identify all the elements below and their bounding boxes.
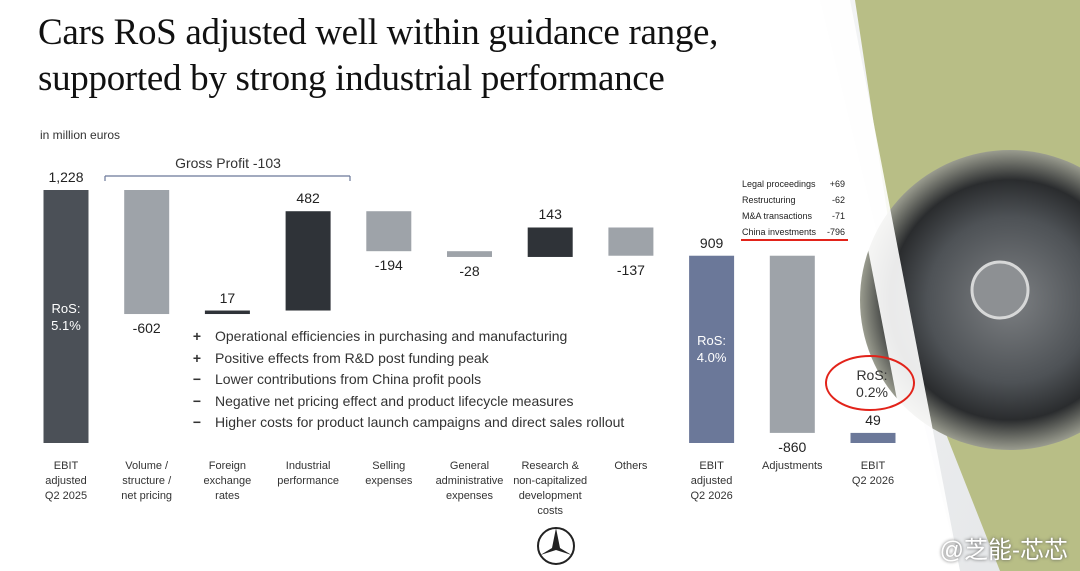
bar	[366, 211, 412, 252]
value-label: -137	[616, 261, 645, 278]
bar	[689, 255, 735, 443]
adjustment-label: China investments	[742, 227, 817, 237]
adjustment-label: Legal proceedings	[742, 179, 816, 189]
bullet-text: Negative net pricing effect and product …	[215, 392, 574, 409]
x-tick-label: Adjustments	[762, 460, 823, 472]
logo	[537, 527, 575, 565]
callout-ring	[825, 355, 915, 411]
x-tick-label: Others	[614, 460, 648, 472]
adjustment-value: -796	[826, 227, 845, 237]
value-label: 143	[538, 206, 562, 223]
adjustment-value: -71	[831, 211, 845, 221]
bar	[285, 211, 331, 311]
callout-text: RoS: 0.2%	[856, 367, 888, 400]
bullet-text: Positive effects from R&D post funding p…	[215, 349, 489, 366]
x-tick-label: EBIT adjusted Q2 2025	[44, 460, 88, 502]
bullet-sign: −	[192, 371, 202, 387]
bracket	[104, 175, 351, 181]
bar	[204, 310, 250, 315]
bullet-text: Higher costs for product launch campaign…	[215, 414, 625, 430]
x-tick-label: Research & non-capitalized development c…	[513, 460, 588, 517]
value-label: -602	[132, 320, 161, 337]
adjustment-value: -62	[831, 195, 845, 205]
bullet-sign: −	[192, 392, 202, 409]
value-label: 482	[296, 190, 320, 207]
value-label: -194	[374, 257, 403, 274]
unit-label: in million euros	[40, 128, 121, 142]
adjustment-label: Restructuring	[742, 195, 796, 205]
bar	[124, 190, 170, 315]
x-tick-label: Foreign exchange rates	[203, 460, 252, 502]
bar	[769, 255, 815, 433]
x-tick-label: EBIT Q2 2026	[851, 460, 895, 487]
bar	[608, 227, 654, 256]
adjustment-label: M&A transactions	[742, 211, 813, 221]
bar	[43, 190, 89, 443]
divider	[820, 0, 960, 571]
value-label: 17	[219, 289, 236, 306]
x-tick-label: Selling expenses	[365, 460, 413, 487]
x-tick-label: Volume / structure / net pricing	[121, 460, 173, 502]
bullet-text: Lower contributions from China profit po…	[215, 371, 482, 387]
wheel-hub	[970, 260, 1030, 320]
bar	[527, 227, 573, 257]
bar	[447, 251, 492, 257]
bracket-label: Gross Profit -103	[175, 155, 281, 171]
bar-annotation: RoS: 5.1%	[51, 300, 81, 333]
bullet-text: Operational efficiencies in purchasing a…	[215, 328, 568, 344]
bar	[850, 432, 896, 443]
bullet-sign: −	[192, 414, 202, 430]
watermark: @芝能-芯芯	[939, 537, 1068, 564]
value-label: 909	[699, 234, 724, 251]
value-label: -860	[778, 438, 807, 455]
x-tick-label: General administrative expenses	[435, 460, 504, 502]
bullet-sign: +	[192, 349, 202, 366]
bar-annotation: RoS: 4.0%	[696, 333, 727, 366]
x-tick-label: Industrial performance	[277, 460, 339, 487]
bullet-sign: +	[192, 328, 202, 344]
x-tick-label: EBIT adjusted Q2 2026	[690, 460, 733, 502]
value-label: -28	[459, 262, 480, 279]
value-label: 1,228	[48, 169, 84, 185]
adjustment-value: +69	[829, 179, 845, 189]
slide-title: Cars RoS adjusted well within guidance r…	[38, 12, 719, 99]
value-label: 49	[865, 411, 881, 428]
